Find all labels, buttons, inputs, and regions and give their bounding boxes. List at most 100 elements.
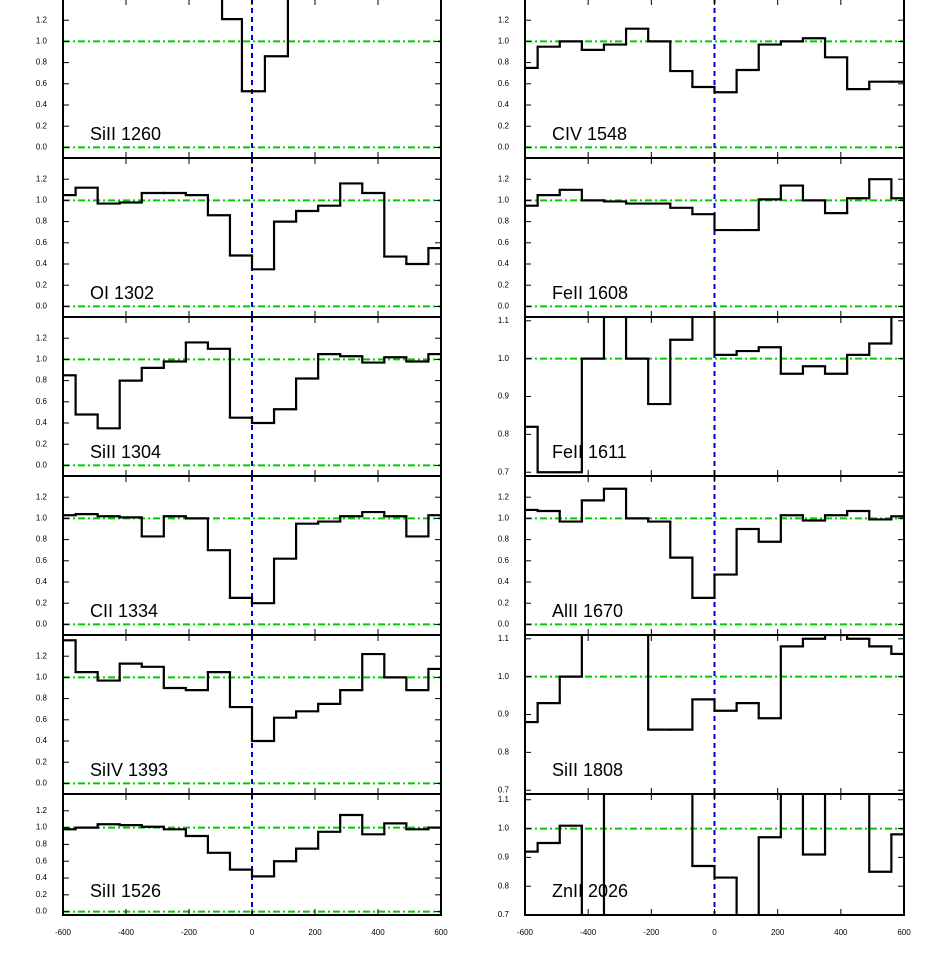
x-tick-label: 400 [371, 928, 385, 937]
y-tick-label: 1.2 [36, 651, 48, 660]
y-tick-label: 1.0 [36, 673, 48, 682]
panel-label: OI 1302 [90, 283, 154, 303]
y-tick-label: 1.0 [498, 354, 510, 363]
panel: 0.0 0.2 0.4 0.6 0.8 1.0 1.2 SiII 1304 [36, 316, 442, 477]
y-tick-label: 0.2 [36, 439, 48, 448]
y-tick-label: 0.4 [36, 736, 48, 745]
x-tick-label: -200 [181, 928, 198, 937]
y-tick-label: 0.0 [36, 302, 48, 311]
y-tick-label: 1.2 [36, 333, 48, 342]
y-tick-label: 0.9 [498, 392, 510, 401]
y-tick-label: 0.6 [498, 238, 510, 247]
y-tick-label: 0.6 [498, 79, 510, 88]
y-tick-label: 0.8 [498, 429, 510, 438]
x-tick-label: -600 [517, 928, 534, 937]
y-tick-label: 0.8 [36, 58, 48, 67]
y-tick-label: 0.4 [36, 100, 48, 109]
x-tick-label: -400 [118, 928, 135, 937]
y-tick-label: 1.2 [36, 174, 48, 183]
panel-label: SiII 1260 [90, 124, 161, 144]
y-tick-label: 0.4 [498, 100, 510, 109]
y-tick-label: 1.1 [498, 795, 510, 804]
y-tick-label: 0.7 [498, 467, 510, 476]
y-tick-label: 1.2 [36, 15, 48, 24]
x-tick-label: 200 [308, 928, 322, 937]
y-tick-label: 0.0 [36, 907, 48, 916]
y-tick-label: 1.2 [498, 492, 510, 501]
panel-label: FeII 1608 [552, 283, 628, 303]
y-tick-label: 0.2 [36, 757, 48, 766]
y-tick-label: 1.2 [36, 806, 48, 815]
y-tick-label: 1.2 [498, 174, 510, 183]
spectrum [525, 487, 904, 600]
spectrum [525, 178, 904, 232]
spectrum [63, 510, 441, 605]
y-tick-label: 0.9 [498, 852, 510, 861]
y-tick-label: 0.0 [498, 620, 510, 629]
y-tick-label: 0.6 [36, 238, 48, 247]
panel-label: ZnII 2026 [552, 881, 628, 901]
spectrum [525, 794, 904, 915]
y-tick-label: 0.2 [36, 121, 48, 130]
panel: 0.0 0.2 0.4 0.6 0.8 1.0 1.2 SiIV 1393 [36, 634, 442, 795]
y-tick-label: 0.8 [498, 217, 510, 226]
x-tick-label: 400 [834, 928, 848, 937]
y-tick-label: 0.6 [36, 397, 48, 406]
panel-label: SiII 1304 [90, 442, 161, 462]
y-tick-label: 0.6 [36, 715, 48, 724]
y-tick-label: 0.8 [498, 535, 510, 544]
x-tick-label: 600 [434, 928, 448, 937]
y-tick-label: 1.0 [36, 823, 48, 832]
spectrum [63, 639, 441, 743]
x-tick-label: -600 [55, 928, 72, 937]
y-tick-label: 0.0 [36, 461, 48, 470]
y-tick-label: 0.8 [498, 58, 510, 67]
x-tick-label: -400 [580, 928, 597, 937]
y-tick-label: 0.6 [498, 556, 510, 565]
y-tick-label: 1.1 [498, 316, 510, 325]
panel: 0.0 0.2 0.4 0.6 0.8 1.0 1.2 CIV 1548 [498, 0, 905, 159]
y-tick-label: 0.7 [498, 785, 510, 794]
x-tick-label: 200 [771, 928, 785, 937]
y-tick-label: 0.0 [36, 620, 48, 629]
y-tick-label: 0.4 [36, 418, 48, 427]
panel: 0.0 0.2 0.4 0.6 0.8 1.0 1.2 -600 -400 -200 0 200 400… [36, 793, 448, 937]
spectrum [525, 635, 904, 731]
x-tick-label: 0 [250, 928, 255, 937]
y-tick-label: 0.8 [36, 376, 48, 385]
panel: 0.7 0.8 0.9 1.0 1.1 FeII 1611 [498, 316, 905, 477]
panel: 0.0 0.2 0.4 0.6 0.8 1.0 1.2 OI 1302 [36, 157, 442, 318]
spectrum [63, 341, 441, 430]
y-tick-label: 1.0 [36, 196, 48, 205]
y-tick-label: 0.2 [498, 280, 510, 289]
panel-label: SiIV 1393 [90, 760, 168, 780]
y-tick-label: 0.6 [36, 79, 48, 88]
y-tick-label: 0.9 [498, 710, 510, 719]
y-tick-label: 0.8 [36, 694, 48, 703]
x-tick-label: -200 [643, 928, 660, 937]
y-tick-label: 1.0 [498, 514, 510, 523]
y-tick-label: 0.0 [36, 143, 48, 152]
y-tick-label: 0.0 [498, 143, 510, 152]
y-tick-label: 0.4 [36, 577, 48, 586]
panel-label: FeII 1611 [552, 442, 627, 462]
panel: 0.7 0.8 0.9 1.0 1.1 SiII 1808 [498, 634, 905, 795]
panel-label: CIV 1548 [552, 124, 627, 144]
y-tick-label: 0.8 [36, 217, 48, 226]
y-tick-label: 0.6 [36, 556, 48, 565]
y-tick-label: 0.4 [36, 873, 48, 882]
y-tick-label: 1.1 [498, 634, 510, 643]
spectrum [220, 0, 290, 93]
y-tick-label: 1.0 [498, 672, 510, 681]
spectrum [63, 182, 441, 271]
y-tick-label: 0.8 [498, 881, 510, 890]
y-tick-label: 1.0 [498, 37, 510, 46]
panel: 0.0 0.2 0.4 0.6 0.8 1.0 1.2 CII 1334 [36, 475, 442, 636]
y-tick-label: 0.4 [498, 259, 510, 268]
y-tick-label: 0.6 [36, 856, 48, 865]
y-tick-label: 0.2 [36, 598, 48, 607]
y-tick-label: 0.2 [36, 280, 48, 289]
y-tick-label: 0.7 [498, 910, 510, 919]
y-tick-label: 1.2 [36, 492, 48, 501]
